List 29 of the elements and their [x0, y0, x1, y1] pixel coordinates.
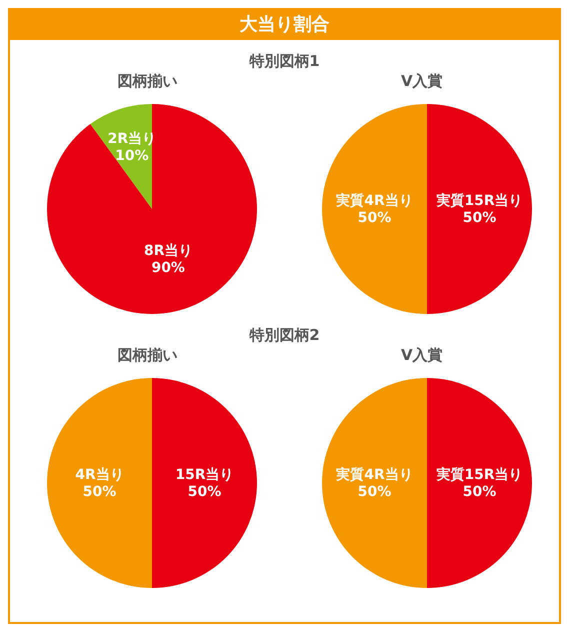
slice-label: 4R当り: [75, 467, 124, 483]
slice-label: 実質15R当り: [436, 466, 522, 483]
slice-label: 実質15R当り: [436, 192, 522, 209]
chart-title: V入賞: [400, 72, 444, 92]
text: 大当り割合: [10, 10, 559, 40]
data-label: 50%: [357, 484, 392, 500]
pie-slice: [426, 104, 532, 314]
pie-slice: [426, 378, 532, 588]
pie-slice: [152, 378, 258, 588]
slice-label: 実質4R当り: [336, 466, 413, 483]
data-label: 50%: [82, 484, 117, 500]
chart-title: V入賞: [400, 346, 444, 366]
text: 特別図柄2: [249, 326, 320, 344]
chart-title: 図柄揃い: [116, 72, 178, 92]
slice-label: 8R当り: [144, 242, 193, 259]
data-label: 50%: [357, 210, 392, 226]
slice-label: 実質4R当り: [336, 192, 413, 209]
chart-title: 図柄揃い: [116, 346, 178, 366]
data-label: 10%: [115, 148, 149, 164]
pie-slice: [322, 378, 427, 588]
data-label: 90%: [152, 260, 186, 276]
data-label: 50%: [462, 484, 496, 500]
pie-slice: [47, 104, 258, 314]
text: 特別図柄1: [249, 52, 320, 70]
pie-slice: [322, 104, 427, 314]
slice-label: 15R当り: [176, 467, 234, 483]
data-label: 50%: [462, 210, 496, 226]
pie-slice: [47, 378, 152, 588]
data-label: 50%: [188, 484, 222, 500]
